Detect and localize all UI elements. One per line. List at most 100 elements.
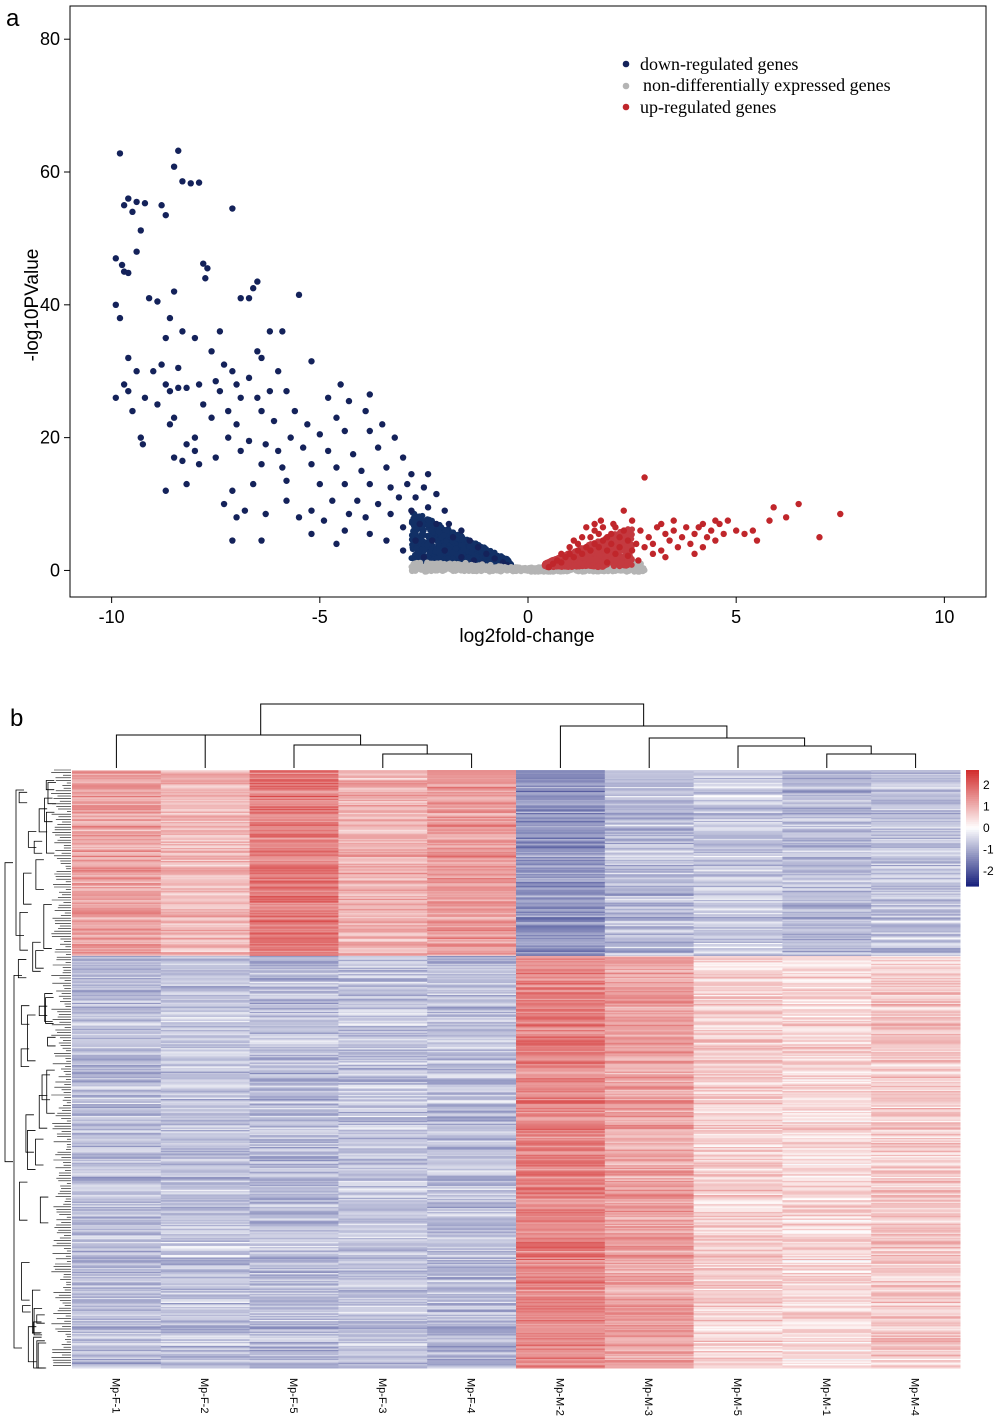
heatmap-cell [693, 915, 783, 918]
heatmap-cell [782, 815, 872, 818]
heatmap-cell [160, 948, 251, 950]
heatmap-cell [871, 918, 961, 920]
heatmap-cell [338, 884, 428, 887]
heatmap-cell [693, 976, 783, 979]
heatmap-cell [871, 823, 961, 826]
heatmap-cell [604, 1028, 695, 1031]
heatmap-cell [249, 927, 339, 930]
heatmap-cell [516, 775, 606, 777]
heatmap-cell [871, 927, 961, 930]
heatmap-cell [871, 1004, 961, 1006]
heatmap-cell [782, 998, 872, 1001]
point-up [578, 550, 586, 558]
heatmap-cell [871, 875, 961, 878]
heatmap-cell [604, 832, 695, 835]
heatmap-cell [871, 970, 961, 972]
point-nondiff [495, 563, 503, 570]
heatmap-cell [782, 996, 872, 998]
point-down [362, 407, 369, 415]
heatmap-cell [160, 1032, 251, 1035]
heatmap-cell [604, 897, 695, 900]
heatmap-cell [871, 838, 961, 841]
heatmap-cell [72, 937, 162, 940]
heatmap-cell [427, 796, 517, 798]
heatmap-cell [516, 919, 606, 922]
heatmap-cell [160, 815, 251, 818]
heatmap-cell [782, 824, 872, 827]
heatmap-cell [693, 920, 783, 923]
heatmap-cell [160, 811, 251, 814]
point-down [229, 487, 236, 494]
heatmap-cell [604, 1037, 695, 1040]
heatmap-cell [249, 812, 339, 815]
heatmap-cell [72, 822, 162, 824]
heatmap-cell [782, 862, 872, 865]
heatmap-cell [72, 805, 162, 807]
point-up [749, 527, 757, 534]
heatmap-cell [516, 844, 606, 846]
heatmap-cell [338, 967, 428, 970]
heatmap-cell [338, 829, 428, 832]
heatmap-cell [604, 968, 695, 971]
heatmap-cell [72, 824, 162, 827]
heatmap-cell [338, 978, 428, 980]
heatmap-cell [871, 789, 961, 792]
point-down [125, 354, 132, 362]
heatmap-cell [249, 784, 339, 787]
heatmap-cell [693, 818, 783, 820]
point-down [399, 454, 407, 461]
heatmap-cell [427, 786, 517, 789]
point-down [162, 211, 169, 219]
point-down [458, 553, 465, 561]
heatmap-cell [427, 850, 517, 853]
heatmap-cell [72, 988, 162, 991]
heatmap-cell [427, 923, 517, 926]
heatmap-cell [249, 959, 339, 962]
dendrogram-branch [737, 745, 872, 768]
point-down [237, 294, 244, 302]
heatmap-cell [338, 1019, 428, 1022]
heatmap-cell [604, 954, 695, 957]
heatmap-cell [160, 867, 251, 870]
point-down [183, 480, 190, 488]
heatmap-cell [871, 846, 961, 849]
heatmap-cell [338, 810, 428, 813]
heatmap-cell [249, 809, 339, 811]
column-dendrogram [115, 703, 917, 768]
heatmap-cell [516, 911, 606, 914]
heatmap-cell [516, 820, 606, 823]
heatmap-cell [160, 959, 251, 962]
point-up [753, 537, 761, 544]
point-down [270, 417, 278, 425]
heatmap-cell [72, 809, 162, 811]
heatmap-cell [427, 931, 517, 933]
heatmap-cell [782, 793, 872, 796]
heatmap-cell [782, 1032, 872, 1035]
point-up [591, 520, 598, 528]
heatmap-cell [871, 797, 961, 800]
point-down [162, 487, 169, 494]
point-down [341, 480, 348, 488]
point-down [441, 547, 448, 554]
heatmap-cell [249, 907, 339, 910]
heatmap-cell [871, 833, 961, 836]
heatmap-cell [338, 1041, 428, 1044]
heatmap-cell [782, 961, 872, 963]
heatmap-cell [338, 991, 428, 993]
heatmap-cell [338, 1044, 428, 1047]
point-up [649, 540, 657, 548]
heatmap-cell [249, 926, 339, 928]
point-up [741, 530, 748, 538]
heatmap-cell [693, 935, 783, 937]
heatmap-cell [516, 1035, 606, 1037]
heatmap-cell [604, 1043, 695, 1045]
heatmap-cell [782, 937, 872, 940]
heatmap-cell [516, 849, 606, 852]
heatmap-cell [871, 887, 961, 889]
heatmap-cell [427, 867, 517, 870]
heatmap-cell [160, 1030, 251, 1032]
heatmap-cell [693, 933, 783, 936]
heatmap-cell [160, 1006, 251, 1009]
point-down [262, 441, 269, 448]
heatmap-cell [249, 770, 339, 772]
